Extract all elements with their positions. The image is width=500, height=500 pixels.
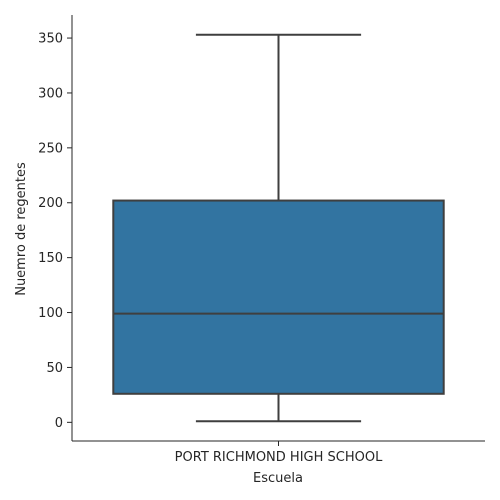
y-tick-label: 300 — [38, 86, 63, 101]
y-axis-label: Nuemro de regentes — [14, 162, 29, 296]
y-tick-label: 250 — [38, 141, 63, 156]
y-tick-label: 150 — [38, 251, 63, 266]
y-tick-label: 0 — [55, 416, 63, 431]
x-axis-ticks: PORT RICHMOND HIGH SCHOOL — [175, 441, 383, 465]
x-tick-label: PORT RICHMOND HIGH SCHOOL — [175, 450, 383, 465]
y-axis-ticks: 0 50 100 150 200 250 300 350 — [38, 32, 72, 431]
y-tick-label: 350 — [38, 32, 63, 47]
x-axis-label: Escuela — [253, 471, 303, 486]
y-tick-label: 200 — [38, 196, 63, 211]
box-iqr — [112, 199, 445, 395]
y-tick-label: 100 — [38, 306, 63, 321]
y-tick-label: 50 — [46, 361, 63, 376]
plot-area — [112, 33, 445, 423]
